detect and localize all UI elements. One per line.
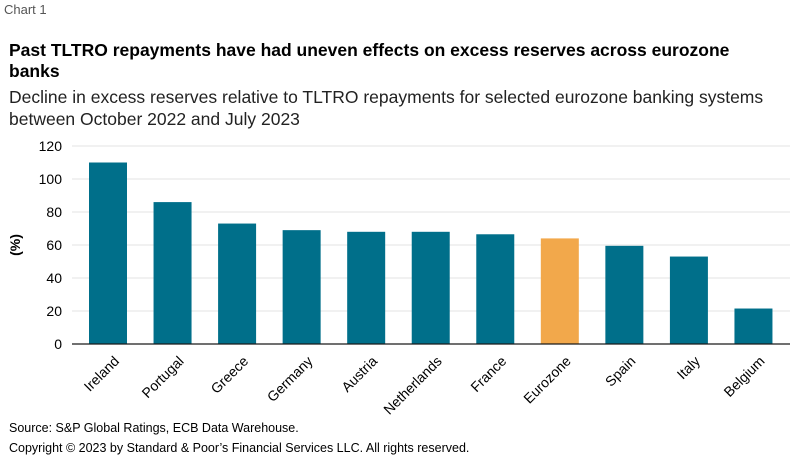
bar-eurozone xyxy=(540,238,579,344)
x-tick-label: France xyxy=(467,353,509,395)
x-tick-label: Austria xyxy=(338,353,380,395)
bar-france xyxy=(476,234,515,344)
bar-belgium xyxy=(734,308,773,344)
x-tick-label: Italy xyxy=(674,353,703,382)
x-tick-label: Germany xyxy=(264,353,316,405)
y-tick-label: 100 xyxy=(39,171,63,187)
chart-label: Chart 1 xyxy=(4,2,47,17)
y-tick-label: 20 xyxy=(46,303,62,319)
x-tick-label: Greece xyxy=(207,353,251,397)
source-note: Source: S&P Global Ratings, ECB Data War… xyxy=(9,421,299,435)
x-tick-label: Portugal xyxy=(138,353,186,401)
copyright-note: Copyright © 2023 by Standard & Poor’s Fi… xyxy=(9,441,470,455)
y-axis-label: (%) xyxy=(7,234,23,256)
bar-netherlands xyxy=(411,231,450,344)
x-tick-label: Belgium xyxy=(720,353,767,400)
chart-subtitle: Decline in excess reserves relative to T… xyxy=(9,87,764,129)
x-tick-label: Spain xyxy=(602,353,639,390)
bars xyxy=(89,162,773,344)
bar-spain xyxy=(605,245,644,344)
bar-chart: 0 20 40 60 80 100 120 Ireland Portugal Greece Ger… xyxy=(7,138,790,418)
y-tick-label: 120 xyxy=(39,138,63,154)
x-axis-ticks: Ireland Portugal Greece Germany Austria Nethe… xyxy=(81,353,768,418)
x-tick-label: Ireland xyxy=(81,353,123,395)
bar-italy xyxy=(669,256,708,344)
y-tick-label: 60 xyxy=(46,237,62,253)
y-tick-label: 80 xyxy=(46,204,62,220)
bar-portugal xyxy=(153,202,192,344)
x-tick-label: Eurozone xyxy=(520,353,574,407)
y-tick-label: 0 xyxy=(54,336,62,352)
x-tick-label: Netherlands xyxy=(380,353,445,418)
y-tick-label: 40 xyxy=(46,270,62,286)
bar-greece xyxy=(218,223,257,344)
bar-austria xyxy=(347,231,386,344)
chart-title: Past TLTRO repayments have had uneven ef… xyxy=(9,40,730,81)
bar-germany xyxy=(282,230,321,344)
y-axis-ticks: 0 20 40 60 80 100 120 xyxy=(39,138,63,352)
bar-ireland xyxy=(89,162,127,344)
